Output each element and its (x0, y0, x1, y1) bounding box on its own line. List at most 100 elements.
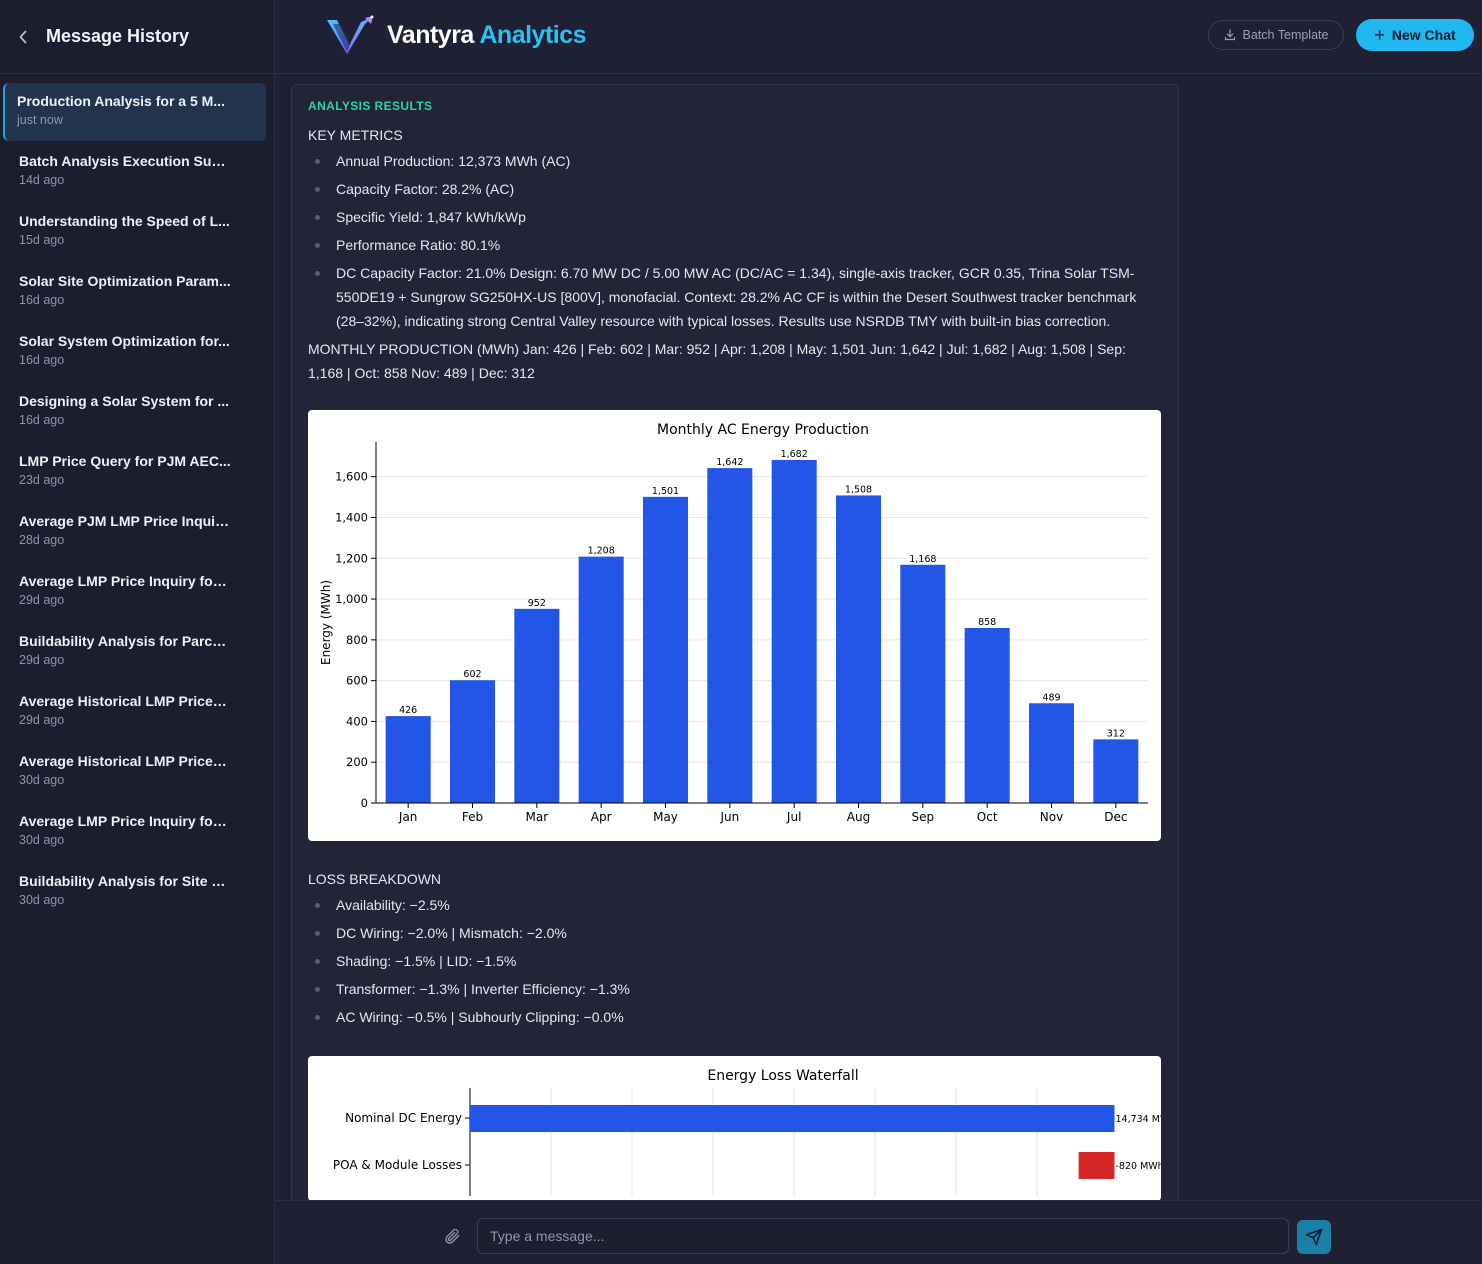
history-item[interactable]: Buildability Analysis for Site at... 30d … (3, 863, 266, 921)
history-item-title: Buildability Analysis for Site at... (19, 873, 231, 889)
history-item[interactable]: LMP Price Query for PJM AEC... 23d ago (3, 443, 266, 501)
loss-breakdown-heading: LOSS BREAKDOWN (308, 871, 442, 887)
list-item: Shading: −1.5% | LID: −1.5% (308, 949, 1162, 973)
plus-icon: + (1374, 24, 1385, 45)
y-tick-label: 0 (361, 796, 368, 810)
y-tick-label: 400 (346, 714, 368, 728)
brand-text: Vantyra Analytics (387, 21, 587, 50)
history-item-title: Designing a Solar System for ... (19, 393, 230, 409)
bar-value-label: 1,508 (845, 484, 872, 495)
list-item: DC Wiring: −2.0% | Mismatch: −2.0% (308, 921, 1162, 945)
bar-value-label: 1,208 (588, 546, 615, 557)
bar (835, 495, 882, 803)
history-item[interactable]: Average LMP Price Inquiry for ... 30d ago (3, 803, 266, 861)
y-axis-label: Energy (MWh) (319, 580, 333, 665)
brand[interactable]: Vantyra Analytics (325, 14, 587, 56)
waterfall-value-label: -820 MWh (5.6%) (1115, 1161, 1161, 1172)
history-item-time: 29d ago (19, 713, 65, 727)
list-item: Capacity Factor: 28.2% (AC) (308, 177, 1162, 201)
history-item-title: Average Historical LMP Prices... (19, 693, 231, 709)
batch-template-button[interactable]: Batch Template (1208, 20, 1344, 50)
history-item[interactable]: Average Historical LMP Prices... 29d ago (3, 683, 266, 741)
history-item-title: Average PJM LMP Price Inquir... (19, 513, 231, 529)
top-bar: Vantyra Analytics Batch Template + New C… (275, 0, 1482, 74)
sidebar-header: Message History (0, 0, 274, 74)
download-icon (1224, 29, 1235, 41)
list-item: Specific Yield: 1,847 kWh/kWp (308, 205, 1162, 229)
history-item[interactable]: Designing a Solar System for ... 16d ago (3, 383, 266, 441)
bar (385, 716, 431, 803)
history-item-time: 14d ago (19, 173, 65, 187)
history-item-title: Understanding the Speed of L... (19, 213, 230, 229)
history-item[interactable]: Understanding the Speed of L... 15d ago (3, 203, 266, 261)
waterfall-value-label: 14,734 MWh (1115, 1114, 1161, 1125)
waterfall-bar (470, 1105, 1115, 1132)
bar (771, 459, 817, 803)
list-item: Performance Ratio: 80.1% (308, 233, 1162, 257)
bar-value-label: 1,682 (781, 449, 808, 460)
x-tick-label: Jun (719, 810, 739, 824)
history-item-title: Average LMP Price Inquiry for ... (19, 573, 231, 589)
chart-title: Energy Loss Waterfall (707, 1068, 858, 1084)
list-item: Availability: −2.5% (308, 893, 1162, 917)
bar-value-label: 952 (528, 598, 546, 609)
history-item-time: 16d ago (19, 353, 65, 367)
analysis-results-label: ANALYSIS RESULTS (308, 99, 433, 113)
history-item[interactable]: Solar Site Optimization Param... 16d ago (3, 263, 266, 321)
history-item-time: 29d ago (19, 653, 65, 667)
bar (449, 680, 496, 803)
message-input[interactable] (477, 1218, 1289, 1254)
history-item[interactable]: Average Historical LMP Prices... 30d ago (3, 743, 266, 801)
y-tick-label: 800 (346, 633, 368, 647)
analysis-card: ANALYSIS RESULTS KEY METRICS Annual Prod… (291, 84, 1198, 1200)
new-chat-label: New Chat (1391, 27, 1456, 43)
sidebar: Message History Production Analysis for … (0, 0, 275, 1264)
history-item[interactable]: Batch Analysis Execution Sum... 14d ago (3, 143, 266, 201)
bar (900, 564, 946, 803)
bar (964, 628, 1010, 803)
history-item-time: 30d ago (19, 773, 65, 787)
history-item-title: Batch Analysis Execution Sum... (19, 153, 231, 169)
x-tick-label: Dec (1104, 810, 1127, 824)
list-item: AC Wiring: −0.5% | Subhourly Clipping: −… (308, 1005, 1162, 1029)
bar (1093, 739, 1139, 803)
chat-area[interactable]: ANALYSIS RESULTS KEY METRICS Annual Prod… (275, 74, 1482, 1200)
list-item: Transformer: −1.3% | Inverter Efficiency… (308, 977, 1162, 1001)
x-tick-label: Jul (786, 810, 801, 824)
list-item: DC Capacity Factor: 21.0% Design: 6.70 M… (308, 261, 1162, 333)
key-metrics-list: Annual Production: 12,373 MWh (AC) Capaci… (308, 149, 1162, 333)
bar-value-label: 1,642 (716, 457, 743, 468)
history-item-time: 30d ago (19, 833, 65, 847)
history-item-time: 30d ago (19, 893, 65, 907)
chart-title: Monthly AC Energy Production (657, 422, 869, 438)
x-tick-label: Oct (977, 810, 998, 824)
chevron-left-icon[interactable] (16, 27, 30, 47)
bar-value-label: 426 (399, 705, 417, 716)
x-tick-label: Apr (591, 810, 612, 824)
batch-template-label: Batch Template (1242, 28, 1329, 42)
waterfall-bar (1078, 1152, 1115, 1179)
history-item[interactable]: Buildability Analysis for Parcel... 29d a… (3, 623, 266, 681)
history-item[interactable]: Average PJM LMP Price Inquir... 28d ago (3, 503, 266, 561)
paperclip-icon[interactable] (443, 1227, 463, 1247)
new-chat-button[interactable]: + New Chat (1356, 19, 1474, 51)
history-item[interactable]: Production Analysis for a 5 M... just now (3, 83, 266, 141)
history-item-time: 16d ago (19, 413, 65, 427)
bar (578, 556, 624, 803)
history-item[interactable]: Solar System Optimization for... 16d ago (3, 323, 266, 381)
monthly-production-chart-svg: Monthly AC Energy Production 0 200 400 600 80… (319, 422, 1148, 824)
x-tick-label: Aug (847, 810, 870, 824)
sidebar-title: Message History (46, 26, 190, 46)
x-tick-label: May (653, 810, 678, 824)
x-tick-label: Jan (398, 810, 418, 824)
history-item[interactable]: Average LMP Price Inquiry for ... 29d ago (3, 563, 266, 621)
bar (514, 608, 560, 803)
history-item-title: LMP Price Query for PJM AEC... (19, 453, 231, 469)
y-tick-label: 1,000 (335, 592, 368, 606)
brand-logo-icon (327, 15, 374, 54)
loss-waterfall-chart: Energy Loss Waterfall 14,734 MWh Nominal D… (308, 1056, 1198, 1200)
bar-value-label: 312 (1107, 728, 1125, 739)
history-item-title: Average LMP Price Inquiry for ... (19, 813, 231, 829)
history-item-time: 15d ago (19, 233, 65, 247)
send-button[interactable] (1297, 1220, 1331, 1254)
